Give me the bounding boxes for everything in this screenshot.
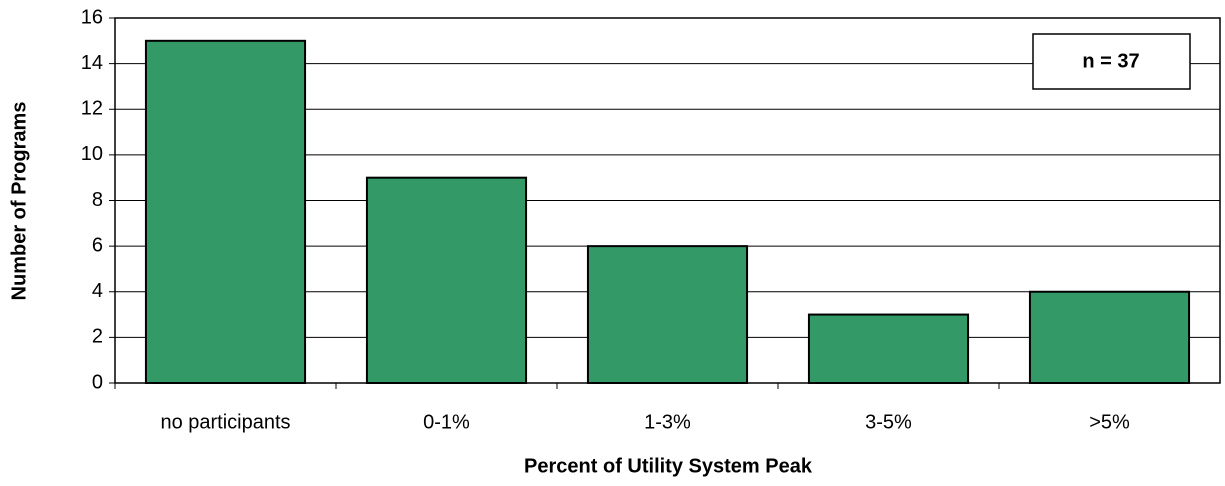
x-tick-label: 3-5%	[865, 411, 912, 433]
bar	[586, 245, 749, 384]
y-axis-label: Number of Programs	[8, 102, 30, 301]
y-tick-label: 0	[92, 371, 103, 393]
y-tick-label: 16	[81, 6, 103, 28]
y-tick-label: 12	[81, 98, 103, 120]
bar	[1028, 290, 1191, 384]
x-tick-label: 1-3%	[644, 411, 691, 433]
annotation: n = 37	[1082, 50, 1139, 72]
y-tick-label: 6	[92, 234, 103, 256]
y-tick-label: 14	[81, 52, 103, 74]
annotation-box	[1032, 33, 1191, 90]
y-tick-label: 2	[92, 326, 103, 348]
y-tick-label: 8	[92, 189, 103, 211]
x-tick-label: 0-1%	[423, 411, 470, 433]
bar	[365, 176, 528, 384]
y-tick-label: 4	[92, 280, 103, 302]
bar	[144, 39, 307, 384]
bar	[807, 313, 970, 384]
x-tick-label: >5%	[1089, 411, 1130, 433]
x-tick-label: no participants	[160, 411, 290, 433]
y-tick-label: 10	[81, 143, 103, 165]
x-axis-label: Percent of Utility System Peak	[524, 455, 813, 477]
